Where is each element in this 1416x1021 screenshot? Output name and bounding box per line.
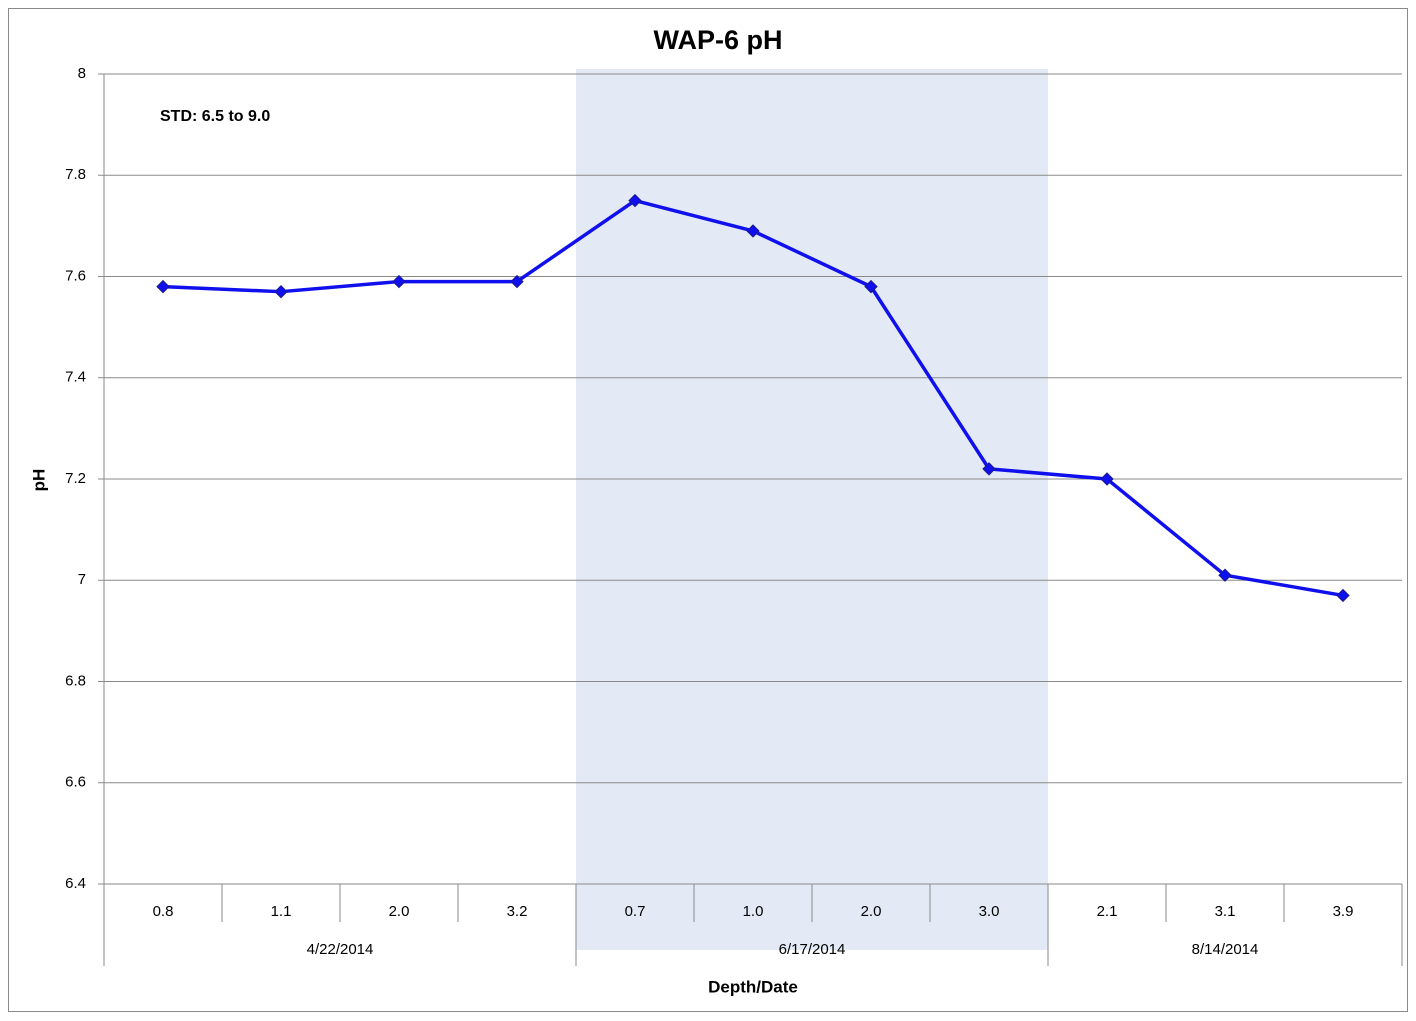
data-marker bbox=[982, 462, 996, 476]
x-axis-label: Depth/Date bbox=[708, 977, 798, 996]
data-marker bbox=[274, 284, 288, 299]
x-tick-label: 3.1 bbox=[1215, 903, 1236, 920]
x-tick-label: 0.8 bbox=[153, 903, 174, 920]
group-label: 8/14/2014 bbox=[1192, 941, 1259, 958]
data-marker bbox=[1218, 568, 1232, 582]
data-marker bbox=[510, 274, 524, 289]
y-axis-label: pH bbox=[29, 469, 48, 492]
data-marker bbox=[864, 279, 878, 294]
y-tick-label: 7.8 bbox=[65, 166, 86, 183]
x-tick-label: 3.2 bbox=[507, 903, 528, 920]
x-tick-label: 1.0 bbox=[743, 903, 764, 920]
data-marker bbox=[156, 279, 170, 294]
y-tick-label: 6.6 bbox=[65, 774, 86, 791]
chart-title: WAP-6 pH bbox=[653, 25, 782, 55]
data-marker bbox=[746, 224, 760, 238]
data-marker bbox=[392, 274, 406, 289]
x-tick-label: 2.0 bbox=[389, 903, 410, 920]
y-tick-label: 7.6 bbox=[65, 267, 86, 284]
y-tick-label: 6.4 bbox=[65, 875, 86, 892]
x-tick-label: 3.0 bbox=[979, 903, 1000, 920]
group-label: 6/17/2014 bbox=[779, 941, 846, 958]
y-tick-label: 7 bbox=[78, 571, 86, 588]
y-tick-label: 7.4 bbox=[65, 369, 86, 386]
annotation: STD: 6.5 to 9.0 bbox=[160, 108, 270, 125]
y-tick-label: 8 bbox=[78, 65, 86, 82]
group-shade bbox=[576, 69, 1048, 950]
data-marker bbox=[1336, 588, 1350, 603]
data-marker bbox=[628, 193, 642, 208]
x-tick-label: 3.9 bbox=[1333, 903, 1354, 920]
x-tick-label: 1.1 bbox=[271, 903, 292, 920]
group-label: 4/22/2014 bbox=[307, 941, 374, 958]
y-tick-label: 6.8 bbox=[65, 672, 86, 689]
x-tick-label: 2.1 bbox=[1097, 903, 1118, 920]
x-tick-label: 0.7 bbox=[625, 903, 646, 920]
x-tick-label: 2.0 bbox=[861, 903, 882, 920]
data-marker bbox=[1100, 472, 1114, 486]
y-tick-label: 7.2 bbox=[65, 470, 86, 487]
